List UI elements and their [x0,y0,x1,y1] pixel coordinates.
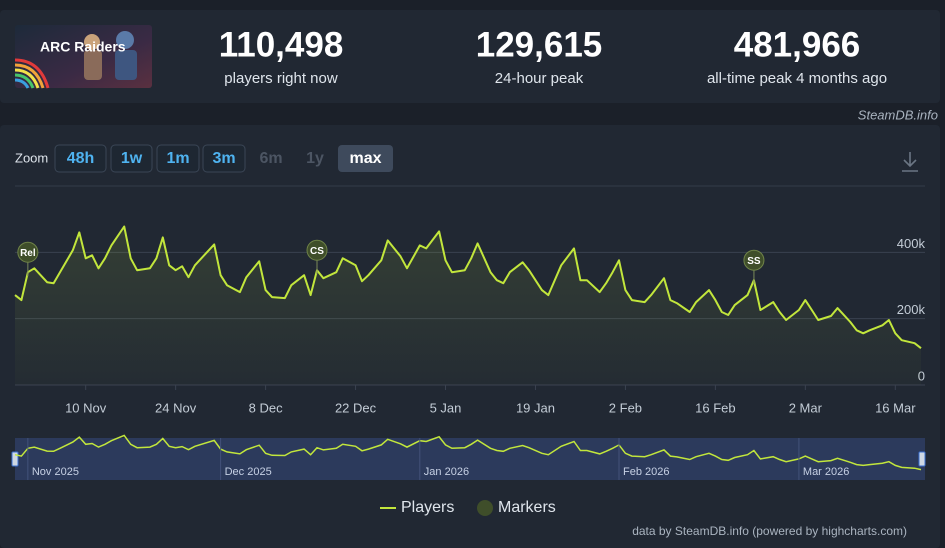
zoom-button-box [54,144,107,173]
x-tick-label: 16 Mar [875,400,916,415]
navigator-handle[interactable] [918,451,926,467]
navigator-label: Dec 2025 [225,466,272,478]
x-tick-label: 19 Jan [516,400,555,415]
navigator-line [14,434,922,471]
stat-value: 129,615 [476,25,603,64]
stat-value: 110,498 [219,25,344,64]
zoom-button-box [338,145,393,172]
source-link[interactable]: SteamDB.info [858,107,938,122]
zoom-button-box [156,144,200,173]
zoom-label: Zoom [15,150,48,165]
credits: data by SteamDB.info (powered by highcha… [632,524,907,538]
zoom-button[interactable]: 48h [67,150,95,167]
x-tick-label: 16 Feb [695,400,735,415]
area [15,226,921,385]
marker[interactable] [743,249,765,271]
zoom-button-box [110,144,153,173]
y-tick-label: 0 [918,368,925,383]
game-logo: ARC Raiders [14,25,152,89]
stat-value: 481,966 [734,25,861,64]
x-tick-label: 5 Jan [430,400,462,415]
navigator-label: Nov 2025 [32,466,79,478]
y-tick-label: 400k [897,236,926,251]
zoom-button: 6m [259,150,282,167]
marker[interactable] [17,241,39,263]
x-tick-label: 24 Nov [155,400,197,415]
x-tick-label: 2 Feb [609,400,642,415]
zoom-buttons: 48h 1w 1m 3m 6m 1y max [54,144,393,173]
stat-label: all-time peak 4 months ago [707,70,887,87]
navigator-handle[interactable] [11,451,19,467]
zoom-button[interactable]: 3m [212,150,235,167]
navigator-label: Mar 2026 [803,466,849,478]
zoom-button[interactable]: 1m [166,150,189,167]
marker[interactable] [306,239,328,261]
x-tick-label: 2 Mar [789,400,823,415]
x-tick-label: 10 Nov [65,400,107,415]
marker-label: SS [747,256,761,267]
zoom-button-box [202,144,246,173]
x-tick-label: 8 Dec [249,400,283,415]
header-panel [0,10,940,103]
x-tick-label: 22 Dec [335,400,377,415]
legend-label[interactable]: Markers [498,499,556,516]
marker-label: Rel [20,248,36,259]
zoom-button: 1y [306,150,324,167]
logo-text: ARC Raiders [40,39,126,55]
stat-label: players right now [224,70,338,87]
download-icon[interactable] [902,152,918,172]
zoom-button[interactable]: 1w [121,150,143,167]
zoom-button[interactable]: max [349,150,381,167]
stat-label: 24-hour peak [495,70,584,87]
legend-swatch [477,500,493,516]
navigator-label: Jan 2026 [424,466,469,478]
marker-label: CS [310,246,324,257]
legend-label[interactable]: Players [401,499,454,516]
y-tick-label: 200k [897,302,926,317]
navigator-label: Feb 2026 [623,466,669,478]
line [14,225,922,349]
